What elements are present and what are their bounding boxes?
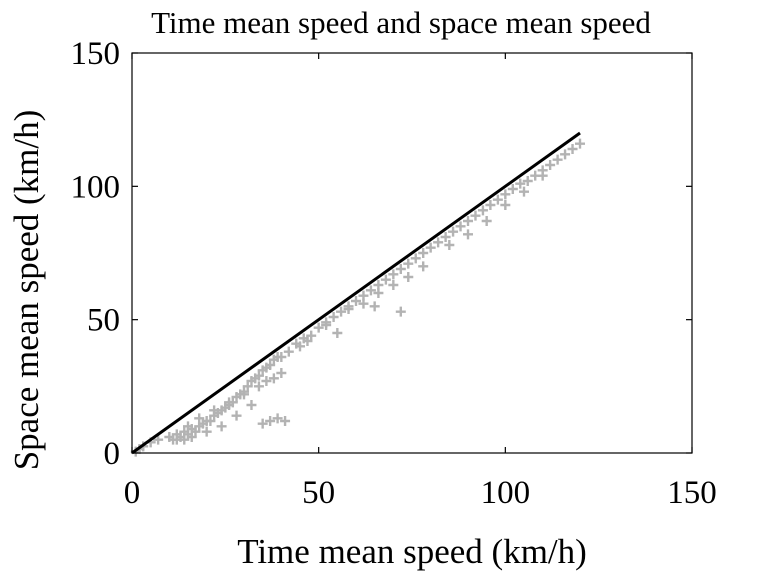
scatter-point — [403, 258, 414, 269]
scatter-point — [190, 426, 201, 437]
y-axis-ticks: 0 50 100 150 — [71, 36, 692, 472]
scatter-point — [283, 346, 294, 357]
scatter-point — [507, 184, 518, 194]
scatter-point — [463, 216, 473, 226]
scatter-point — [388, 280, 399, 290]
y-tick-label: 50 — [87, 303, 120, 339]
scatter-point — [295, 341, 305, 352]
scatter-point — [209, 405, 220, 416]
scatter-point — [239, 389, 249, 400]
scatter-point — [328, 312, 339, 322]
scatter-point — [179, 434, 190, 445]
scatter-point — [153, 434, 164, 445]
scatter-point — [425, 242, 436, 253]
scatter-point — [485, 200, 496, 210]
scatter-point — [261, 376, 272, 386]
scatter-point — [552, 154, 563, 165]
scatter-point — [246, 400, 257, 410]
scatter-point — [463, 229, 473, 240]
scatter-point — [276, 352, 287, 362]
scatter-point — [537, 170, 548, 181]
scatter-point — [522, 176, 533, 186]
scatter-point — [410, 253, 421, 264]
y-tick-label: 0 — [104, 436, 121, 472]
scatter-point — [306, 330, 317, 341]
scatter-point — [403, 272, 414, 282]
x-tick-label: 100 — [481, 475, 531, 511]
scatter-point — [186, 432, 197, 442]
scatter-point — [369, 301, 380, 312]
scatter-point — [351, 296, 361, 306]
x-tick-label: 50 — [302, 475, 335, 511]
scatter-point — [343, 304, 354, 314]
scatter-markers — [130, 138, 585, 457]
scatter-point — [183, 421, 193, 432]
scatter-point — [545, 160, 556, 170]
scatter-point — [492, 194, 503, 205]
y-tick-label: 150 — [71, 36, 121, 72]
scatter-point — [470, 210, 481, 221]
scatter-point — [216, 421, 227, 432]
scatter-point — [276, 368, 287, 378]
scatter-point — [321, 320, 332, 330]
scatter-point — [265, 360, 276, 370]
scatter-point — [257, 418, 268, 429]
scatter-point — [265, 416, 276, 426]
scatter-point — [224, 397, 235, 408]
scatter-point — [365, 285, 376, 296]
scatter-point — [515, 178, 526, 189]
scatter-point — [500, 189, 511, 200]
scatter-point — [332, 328, 343, 338]
scatter-point — [388, 269, 399, 280]
scatter-point — [253, 381, 264, 392]
scatter-point — [418, 261, 429, 272]
scatter-point — [272, 413, 283, 424]
scatter-point — [519, 186, 529, 197]
scatter-point — [477, 205, 488, 216]
scatter-point — [395, 264, 406, 274]
scatter-point — [481, 216, 492, 226]
scatter-point — [444, 240, 455, 250]
scatter-point — [194, 413, 205, 424]
scatter-point — [567, 144, 578, 154]
scatter-point — [313, 322, 324, 333]
scatter-point — [455, 221, 466, 232]
scatter-point — [336, 306, 347, 317]
scatter-point — [231, 410, 242, 421]
scatter-point — [358, 298, 369, 309]
scatter-point — [380, 274, 391, 285]
scatter-point — [395, 306, 406, 317]
chart-title: Time mean speed and space mean speed — [151, 5, 651, 40]
scatter-point — [500, 200, 511, 210]
scatter-point — [433, 237, 444, 248]
y-axis-label: Space mean speed (km/h) — [7, 110, 46, 471]
x-tick-label: 0 — [124, 475, 141, 511]
scatter-point — [418, 248, 429, 258]
scatter-point — [560, 149, 571, 160]
scatter-point — [575, 138, 585, 149]
scatter-point — [253, 370, 264, 381]
scatter-point — [373, 288, 384, 298]
scatter-point — [268, 373, 279, 384]
x-axis-ticks: 0 50 100 150 — [124, 53, 717, 511]
x-tick-label: 150 — [667, 475, 717, 511]
scatter-point — [440, 232, 451, 242]
scatter-point — [280, 416, 291, 426]
reference-line — [131, 131, 581, 455]
scatter-point — [201, 426, 212, 437]
scatter-point — [205, 416, 216, 426]
plot-area-frame — [131, 52, 693, 454]
scatter-point — [242, 381, 253, 392]
scatter-point — [448, 226, 459, 237]
x-axis-label: Time mean speed (km/h) — [237, 532, 587, 571]
y-tick-label: 100 — [71, 169, 121, 205]
scatter-point — [302, 336, 313, 346]
